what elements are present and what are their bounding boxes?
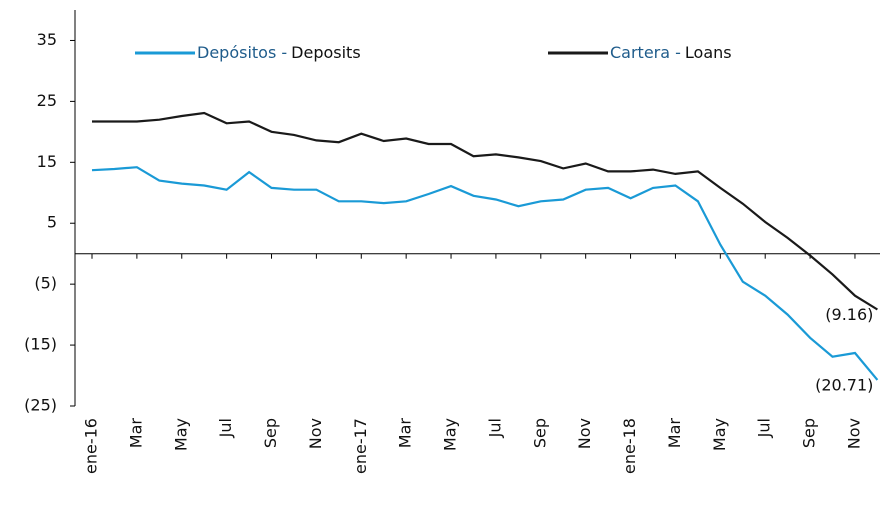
- legend-name: Cartera -: [610, 43, 681, 62]
- x-tick-label: Sep: [800, 418, 819, 448]
- x-tick-label: ene-16: [82, 418, 101, 474]
- x-tick-label: Mar: [396, 418, 415, 449]
- y-tick-label: (25): [24, 396, 57, 415]
- value-label: (9.16): [825, 305, 873, 324]
- x-tick-label: May: [441, 418, 460, 451]
- value-label: (20.71): [815, 375, 873, 394]
- series-line: [92, 111, 878, 311]
- y-tick-label: (5): [34, 274, 57, 293]
- y-tick-label: 5: [47, 213, 57, 232]
- x-tick-label: ene-18: [620, 418, 639, 474]
- legend-name-en: Deposits: [291, 43, 361, 62]
- x-tick-label: May: [171, 418, 190, 451]
- y-tick-label: 35: [37, 30, 57, 49]
- x-tick-label: Jul: [755, 418, 774, 438]
- legend-label: Cartera - Loans: [610, 43, 732, 62]
- x-tick-label: Mar: [126, 418, 145, 449]
- x-tick-label: Jul: [485, 418, 504, 438]
- x-tick-label: Nov: [575, 418, 594, 449]
- series-line: [91, 166, 879, 381]
- y-tick-label: 25: [37, 91, 57, 110]
- x-tick-label: Sep: [261, 418, 280, 448]
- x-tick-label: May: [710, 418, 729, 451]
- y-tick-label: 15: [37, 152, 57, 171]
- legend-name-en: Loans: [685, 43, 732, 62]
- x-tick-label: ene-17: [351, 418, 370, 474]
- x-tick-label: Nov: [306, 418, 325, 449]
- x-tick-label: Nov: [844, 418, 863, 449]
- x-tick-label: Jul: [216, 418, 235, 438]
- y-tick-label: (15): [24, 335, 57, 354]
- legend-name: Depósitos -: [197, 43, 287, 62]
- x-tick-label: Sep: [530, 418, 549, 448]
- x-tick-label: Mar: [665, 418, 684, 449]
- legend-label: Depósitos - Deposits: [197, 43, 361, 62]
